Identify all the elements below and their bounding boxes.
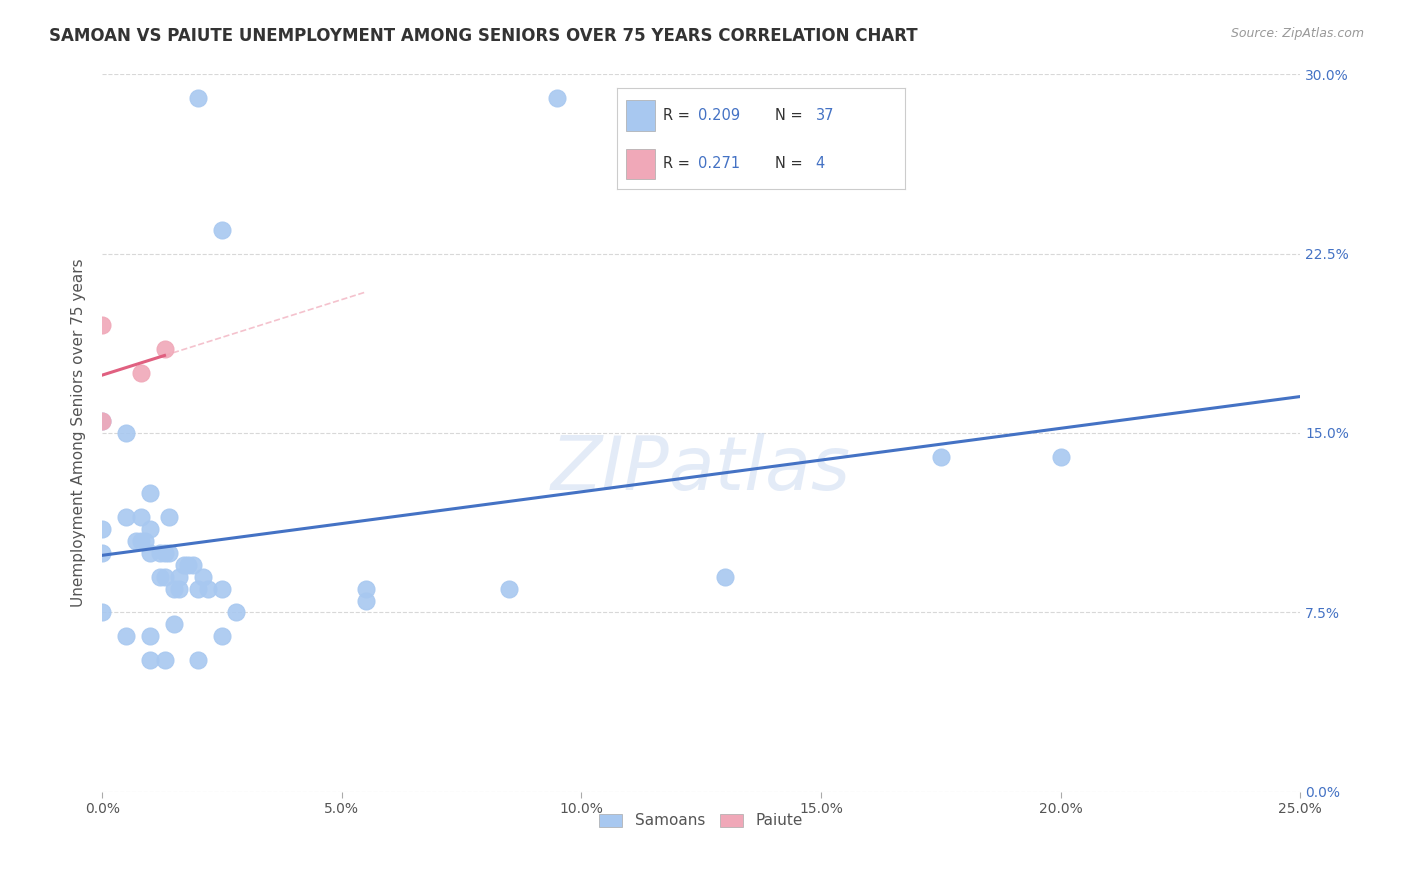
Point [139, 485, 162, 500]
Point [115, 425, 138, 440]
Point [187, 653, 209, 667]
Point [139, 546, 162, 560]
Point [91, 318, 114, 333]
Point [167, 582, 190, 596]
Text: SAMOAN VS PAIUTE UNEMPLOYMENT AMONG SENIORS OVER 75 YEARS CORRELATION CHART: SAMOAN VS PAIUTE UNEMPLOYMENT AMONG SENI… [49, 27, 918, 45]
Point [129, 366, 152, 380]
Point [91, 546, 114, 560]
Point [191, 569, 214, 583]
Text: Source: ZipAtlas.com: Source: ZipAtlas.com [1230, 27, 1364, 40]
Point [354, 593, 377, 607]
Point [187, 91, 209, 105]
Point [153, 569, 176, 583]
Point [91, 414, 114, 428]
Point [181, 558, 204, 572]
Point [163, 617, 186, 632]
Point [153, 343, 176, 357]
Point [211, 222, 233, 236]
Point [91, 414, 114, 428]
Point [225, 606, 247, 620]
Point [129, 509, 152, 524]
Point [153, 546, 176, 560]
Point [149, 569, 172, 583]
Point [91, 522, 114, 536]
Text: ZIPatlas: ZIPatlas [551, 433, 851, 505]
Point [1049, 450, 1071, 464]
Point [157, 509, 180, 524]
Point [115, 629, 138, 643]
Point [134, 533, 156, 548]
Point [211, 629, 233, 643]
Point [139, 653, 162, 667]
Point [187, 582, 209, 596]
Legend: Samoans, Paiute: Samoans, Paiute [593, 807, 808, 835]
Point [153, 653, 176, 667]
Point [173, 558, 195, 572]
Point [91, 606, 114, 620]
Point [129, 533, 152, 548]
Point [177, 558, 200, 572]
Point [125, 533, 148, 548]
Point [139, 522, 162, 536]
Point [211, 582, 233, 596]
Point [546, 91, 568, 105]
Point [115, 509, 138, 524]
Y-axis label: Unemployment Among Seniors over 75 years: Unemployment Among Seniors over 75 years [72, 259, 86, 607]
Point [714, 569, 737, 583]
Point [929, 450, 952, 464]
Point [197, 582, 219, 596]
Point [139, 629, 162, 643]
Point [167, 569, 190, 583]
Point [163, 582, 186, 596]
Point [498, 582, 520, 596]
Point [157, 546, 180, 560]
Point [149, 546, 172, 560]
Point [354, 582, 377, 596]
